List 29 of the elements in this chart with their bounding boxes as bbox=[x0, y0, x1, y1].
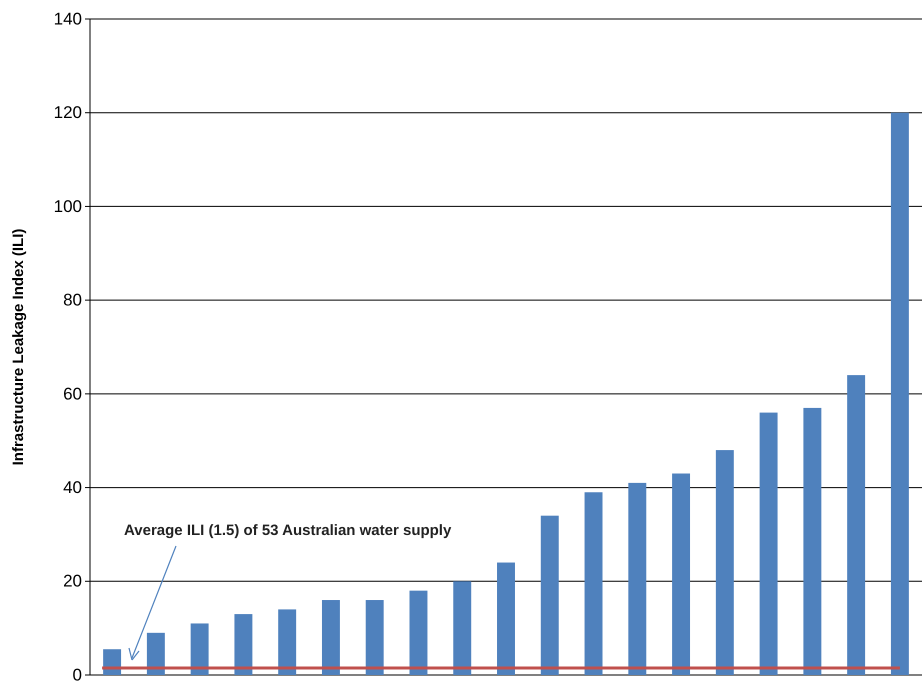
bar bbox=[540, 516, 559, 675]
bar bbox=[847, 375, 866, 675]
bar bbox=[190, 623, 209, 675]
bar bbox=[409, 590, 428, 675]
y-tick-label: 60 bbox=[63, 384, 82, 404]
bar bbox=[497, 562, 515, 675]
bar bbox=[803, 408, 822, 675]
bar bbox=[103, 649, 122, 675]
y-tick-label: 40 bbox=[63, 478, 82, 498]
bar bbox=[366, 600, 384, 675]
bar bbox=[584, 492, 603, 675]
y-tick-label: 120 bbox=[54, 103, 82, 122]
y-tick-label: 100 bbox=[54, 196, 82, 216]
y-tick-label: 20 bbox=[63, 572, 82, 591]
bar bbox=[672, 474, 690, 675]
bar bbox=[760, 412, 778, 675]
y-tick-label: 140 bbox=[54, 9, 82, 28]
bar bbox=[278, 609, 296, 675]
y-axis-title: Infrastructure Leakage Index (ILI) bbox=[10, 228, 27, 466]
bar bbox=[716, 450, 734, 675]
bar bbox=[628, 482, 646, 675]
bar bbox=[146, 632, 165, 675]
annotation: Average ILI (1.5) of 53 Australian water supply bbox=[124, 522, 452, 539]
y-tick-label: 0 bbox=[72, 665, 82, 681]
bar bbox=[322, 600, 340, 675]
bar bbox=[453, 581, 472, 675]
bar bbox=[890, 112, 909, 675]
bar bbox=[234, 614, 252, 675]
y-tick-label: 80 bbox=[63, 290, 82, 310]
